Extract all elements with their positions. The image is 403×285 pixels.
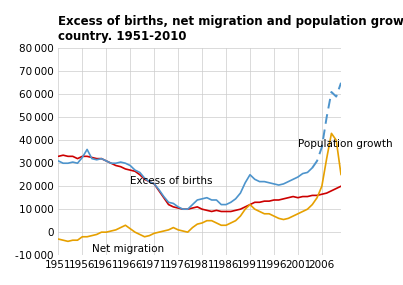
Text: Excess of births: Excess of births <box>130 176 213 186</box>
Text: Population growth: Population growth <box>298 139 393 149</box>
Text: Excess of births, net migration and population growth. The whole
country. 1951-2: Excess of births, net migration and popu… <box>58 15 403 43</box>
Text: Net migration: Net migration <box>92 244 164 254</box>
